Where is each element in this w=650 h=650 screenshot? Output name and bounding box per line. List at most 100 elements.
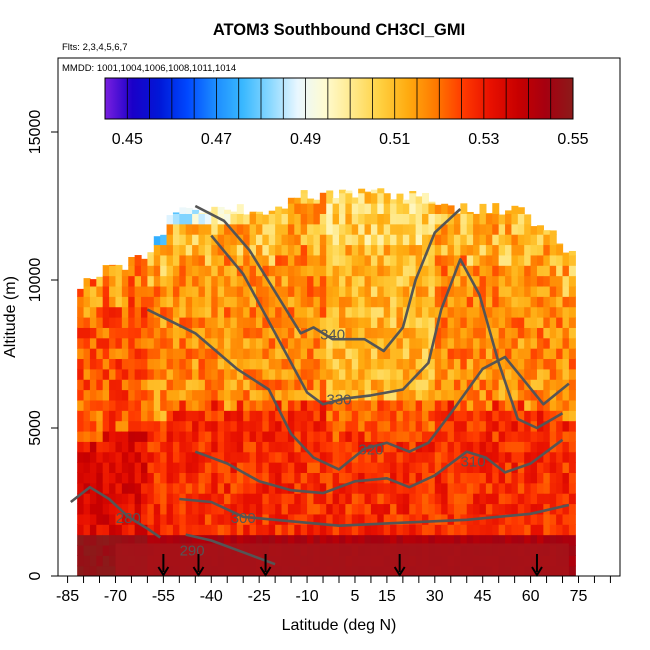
heatmap-cell	[249, 389, 257, 401]
heatmap-cell	[345, 244, 353, 256]
x-tick-label: -55	[152, 588, 175, 605]
heatmap-cell	[434, 534, 442, 546]
heatmap-cell	[211, 337, 219, 349]
heatmap-cell	[422, 389, 430, 401]
heatmap-cell	[543, 472, 551, 484]
heatmap-cell	[390, 244, 398, 256]
heatmap-cell	[217, 275, 225, 287]
heatmap-cell	[192, 410, 200, 422]
heatmap-cell	[109, 389, 117, 401]
heatmap-cell	[160, 285, 168, 297]
heatmap-cell	[243, 327, 251, 339]
heatmap-cell	[243, 348, 251, 360]
heatmap-cell	[249, 482, 257, 494]
heatmap-cell	[198, 275, 206, 287]
heatmap-cell	[549, 348, 557, 360]
heatmap-cell	[185, 234, 193, 246]
heatmap-cell	[370, 327, 378, 339]
heatmap-cell	[434, 472, 442, 484]
heatmap-cell	[319, 192, 327, 204]
heatmap-cell	[351, 223, 359, 235]
heatmap-cell	[402, 368, 410, 380]
heatmap-cell	[268, 503, 276, 515]
heatmap-cell	[102, 565, 110, 576]
heatmap-cell	[160, 296, 168, 308]
heatmap-cell	[460, 368, 468, 380]
heatmap-cell	[377, 317, 385, 328]
heatmap-cell	[230, 327, 238, 339]
heatmap-cell	[441, 493, 449, 505]
heatmap-cell	[128, 389, 136, 401]
heatmap-cell	[121, 441, 129, 453]
heatmap-cell	[211, 430, 219, 442]
heatmap-cell	[326, 389, 334, 401]
heatmap-cell	[281, 265, 289, 277]
heatmap-cell	[243, 534, 251, 546]
heatmap-cell	[339, 223, 346, 235]
heatmap-cell	[447, 205, 455, 214]
heatmap-cell	[160, 513, 168, 525]
heatmap-cell	[383, 317, 391, 328]
heatmap-cell	[185, 244, 193, 256]
heatmap-cell	[402, 399, 410, 411]
heatmap-cell	[492, 482, 500, 494]
heatmap-cell	[319, 524, 327, 536]
heatmap-cell	[217, 462, 225, 473]
heatmap-cell	[153, 493, 161, 505]
heatmap-cell	[224, 358, 232, 370]
heatmap-cell	[543, 524, 551, 536]
heatmap-cell	[517, 420, 525, 432]
heatmap-cell	[466, 399, 474, 411]
heatmap-cell	[479, 379, 487, 391]
heatmap-cell	[364, 503, 372, 515]
heatmap-cell	[287, 275, 295, 287]
heatmap-cell	[249, 441, 257, 453]
heatmap-cell	[262, 493, 270, 505]
heatmap-cell	[370, 317, 378, 328]
heatmap-cell	[115, 306, 123, 318]
heatmap-cell	[460, 213, 468, 225]
heatmap-cell	[128, 462, 136, 473]
heatmap-cell	[556, 368, 564, 380]
heatmap-cell	[134, 296, 142, 308]
heatmap-cell	[204, 254, 212, 266]
heatmap-cell	[230, 211, 238, 214]
heatmap-cell	[313, 441, 321, 453]
heatmap-cell	[422, 368, 430, 380]
heatmap-cell	[141, 399, 149, 411]
heatmap-cell	[530, 285, 538, 297]
heatmap-cell	[275, 451, 283, 463]
heatmap-cell	[192, 306, 200, 318]
heatmap-cell	[179, 223, 187, 235]
heatmap-cell	[505, 306, 513, 318]
heatmap-cell	[198, 493, 206, 505]
heatmap-cell	[141, 451, 149, 463]
heatmap-cell	[409, 493, 417, 505]
colorbar-tick-label: 0.51	[379, 131, 410, 148]
heatmap-cell	[102, 462, 110, 473]
heatmap-cell	[300, 493, 308, 505]
heatmap-cell	[339, 482, 346, 494]
heatmap-cell	[505, 244, 513, 256]
heatmap-cell	[128, 451, 136, 463]
heatmap-cell	[224, 410, 232, 422]
heatmap-cell	[326, 203, 334, 214]
heatmap-cell	[473, 275, 481, 287]
heatmap-cell	[358, 275, 366, 287]
heatmap-cell	[434, 410, 442, 422]
heatmap-cell	[319, 296, 327, 308]
heatmap-cell	[536, 399, 544, 411]
heatmap-cell	[287, 197, 295, 204]
heatmap-cell	[485, 410, 493, 422]
heatmap-cell	[281, 317, 289, 328]
heatmap-cell	[230, 451, 238, 463]
heatmap-cell	[351, 472, 359, 484]
heatmap-cell	[172, 451, 180, 463]
heatmap-cell	[313, 234, 321, 246]
heatmap-cell	[549, 296, 557, 308]
heatmap-cell	[243, 451, 251, 463]
heatmap-cell	[447, 358, 455, 370]
heatmap-cell	[249, 379, 257, 391]
heatmap-cell	[441, 368, 449, 380]
heatmap-cell	[415, 337, 423, 349]
